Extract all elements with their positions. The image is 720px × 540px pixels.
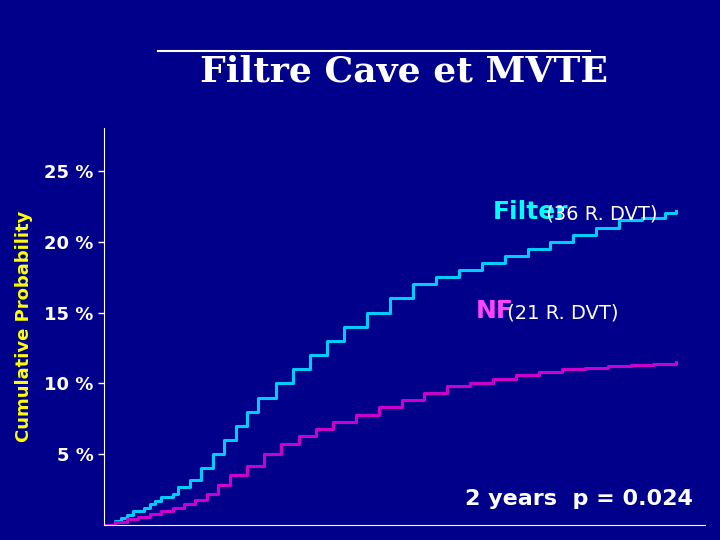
Text: (36 R. DVT): (36 R. DVT): [540, 204, 657, 223]
Text: Filtre Cave et MVTE: Filtre Cave et MVTE: [200, 55, 608, 89]
Y-axis label: Cumulative Probability: Cumulative Probability: [15, 211, 33, 442]
Text: (21 R. DVT): (21 R. DVT): [501, 303, 618, 322]
Text: NF: NF: [476, 299, 514, 323]
Text: 2 years  p = 0.024: 2 years p = 0.024: [465, 489, 693, 509]
Text: Filter: Filter: [493, 200, 569, 224]
